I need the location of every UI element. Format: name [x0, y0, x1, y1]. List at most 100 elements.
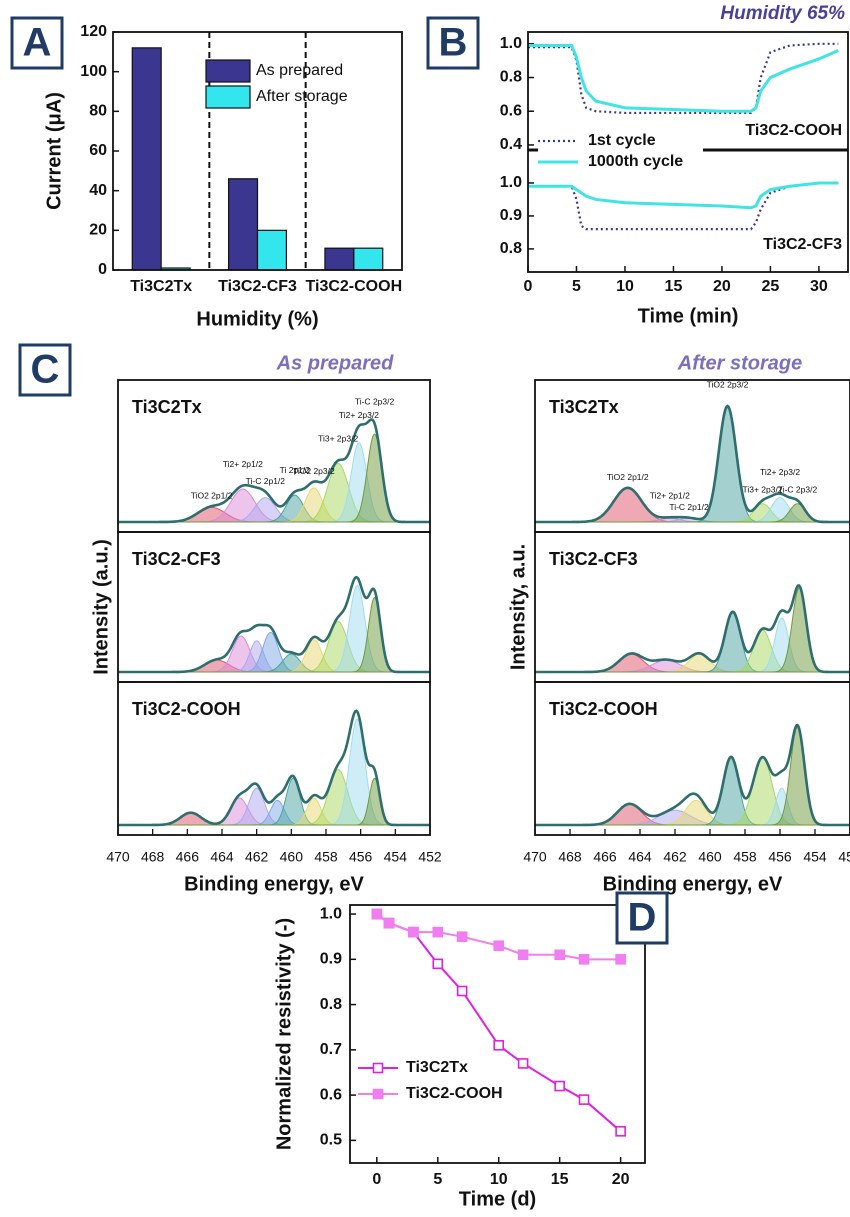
y-tick-label: 0.6 — [320, 1086, 342, 1103]
sample-label: Ti3C2-CF3 — [132, 549, 221, 569]
peak-label: Ti2+ 2p3/2 — [339, 410, 379, 420]
fit-envelope — [118, 709, 430, 827]
column-title: As prepared — [276, 352, 394, 374]
y-tick-label: 0.9 — [320, 951, 342, 968]
peak-label: Ti-C 2p3/2 — [355, 397, 395, 407]
legend-label: 1st cycle — [588, 132, 656, 149]
y-tick-label: 0.5 — [320, 1132, 342, 1149]
fit-envelope — [118, 575, 430, 674]
marker — [408, 926, 419, 938]
x-axis-label: Time (d) — [459, 1188, 536, 1210]
peak-label: Ti2+ 2p3/2 — [760, 467, 800, 477]
y-tick-label: 20 — [89, 222, 107, 239]
peak-label: TiO2 2p1/2 — [191, 490, 233, 500]
peak-label: Ti 2p1/2 — [280, 465, 311, 475]
legend-label: Ti3C2Tx — [406, 1059, 468, 1076]
x-tick-label: 456 — [768, 849, 792, 865]
y-tick-label: 1.0 — [320, 905, 342, 922]
x-tick-label: 15 — [665, 278, 683, 295]
fit-envelope — [535, 723, 850, 827]
panel-label: D — [628, 896, 657, 940]
x-axis-label: Time (min) — [638, 305, 739, 327]
legend-label: Ti3C2-COOH — [406, 1085, 503, 1102]
bar — [256, 229, 287, 271]
x-tick-label: 470 — [106, 849, 130, 865]
marker — [456, 985, 468, 997]
y-tick-label: 0.8 — [500, 240, 522, 257]
x-tick-label: 460 — [698, 849, 722, 865]
x-tick-label: 5 — [433, 1171, 442, 1188]
plot-frame — [112, 31, 403, 271]
panel-label: C — [31, 348, 60, 392]
x-tick-label: 464 — [628, 849, 652, 865]
panel-label: A — [23, 21, 52, 65]
marker — [432, 926, 444, 938]
legend-marker — [372, 1088, 384, 1100]
y-tick-label: 60 — [89, 142, 107, 159]
sample-label: Ti3C2Tx — [132, 397, 202, 417]
x-tick-label: 454 — [803, 849, 827, 865]
legend-label: 1000th cycle — [588, 153, 683, 170]
sample-label: Ti3C2Tx — [549, 397, 619, 417]
y-tick-label: 0.8 — [320, 996, 342, 1013]
peak-label: Ti2+ 2p1/2 — [650, 491, 690, 501]
y-tick-label: 0.4 — [500, 136, 522, 153]
marker — [578, 1094, 590, 1105]
peak-label: Ti-C 2p1/2 — [246, 476, 286, 486]
y-tick-label: 0.7 — [320, 1041, 342, 1058]
peak-label: TiO2 2p1/2 — [607, 472, 649, 482]
y-tick-label: 100 — [80, 63, 107, 80]
y-tick-label: 1.0 — [500, 174, 522, 191]
panel-label: B — [439, 21, 468, 65]
x-tick-label: 0 — [372, 1171, 381, 1188]
column-title: After storage — [677, 352, 802, 374]
subplot-annotation: Ti3C2-COOH — [745, 122, 842, 139]
y-tick-label: 0.6 — [500, 102, 522, 119]
peak-label: Ti-C 2p1/2 — [669, 502, 709, 512]
x-tick-label: 0 — [524, 278, 533, 295]
panel-label-box — [615, 891, 669, 945]
x-tick-label: 20 — [612, 1171, 630, 1188]
x-axis-label: Binding energy, eV — [603, 873, 783, 895]
y-axis-label: Current (μA) — [43, 92, 65, 210]
line-series — [528, 181, 839, 231]
fit-envelope — [535, 584, 850, 674]
marker — [456, 931, 468, 942]
peak-label: TiO2 2p3/2 — [293, 466, 335, 476]
fit-envelope — [535, 404, 850, 524]
x-tick-label: 466 — [176, 849, 200, 865]
x-tick-label: 456 — [349, 849, 373, 865]
marker — [517, 1058, 529, 1069]
plot-frame — [534, 681, 850, 836]
x-tick-label: 460 — [280, 849, 304, 865]
x-tick-label: 468 — [141, 849, 165, 865]
x-axis-label: Humidity (%) — [196, 308, 318, 330]
peak-label: TiO2 2p3/2 — [707, 379, 749, 389]
marker — [517, 949, 529, 961]
y-tick-label: 80 — [89, 103, 107, 120]
x-tick-label: 466 — [593, 849, 617, 865]
x-tick-label: Ti3C2Tx — [130, 278, 192, 295]
x-tick-label: 25 — [762, 278, 780, 295]
x-tick-label: 462 — [663, 849, 687, 865]
x-tick-label: 10 — [616, 278, 634, 295]
marker — [554, 949, 565, 961]
x-tick-label: Ti3C2-CF3 — [218, 278, 297, 295]
x-tick-label: 15 — [551, 1171, 569, 1188]
plot-frame — [527, 31, 849, 273]
legend-swatch — [205, 85, 251, 109]
sample-label: Ti3C2-COOH — [132, 699, 241, 719]
peak-label: Ti3+ 2p3/2 — [742, 485, 782, 495]
bar — [131, 47, 162, 271]
x-tick-label: 458 — [733, 849, 757, 865]
x-tick-label: 30 — [810, 278, 828, 295]
x-tick-label: 458 — [314, 849, 338, 865]
y-tick-label: 1.0 — [500, 35, 522, 52]
y-axis-label: Intensity (a.u.) — [90, 539, 112, 675]
y-tick-label: 0.9 — [500, 207, 522, 224]
x-tick-label: 470 — [523, 849, 547, 865]
x-tick-label: 452 — [838, 849, 850, 865]
legend-swatch — [205, 59, 251, 83]
marker — [615, 954, 626, 965]
